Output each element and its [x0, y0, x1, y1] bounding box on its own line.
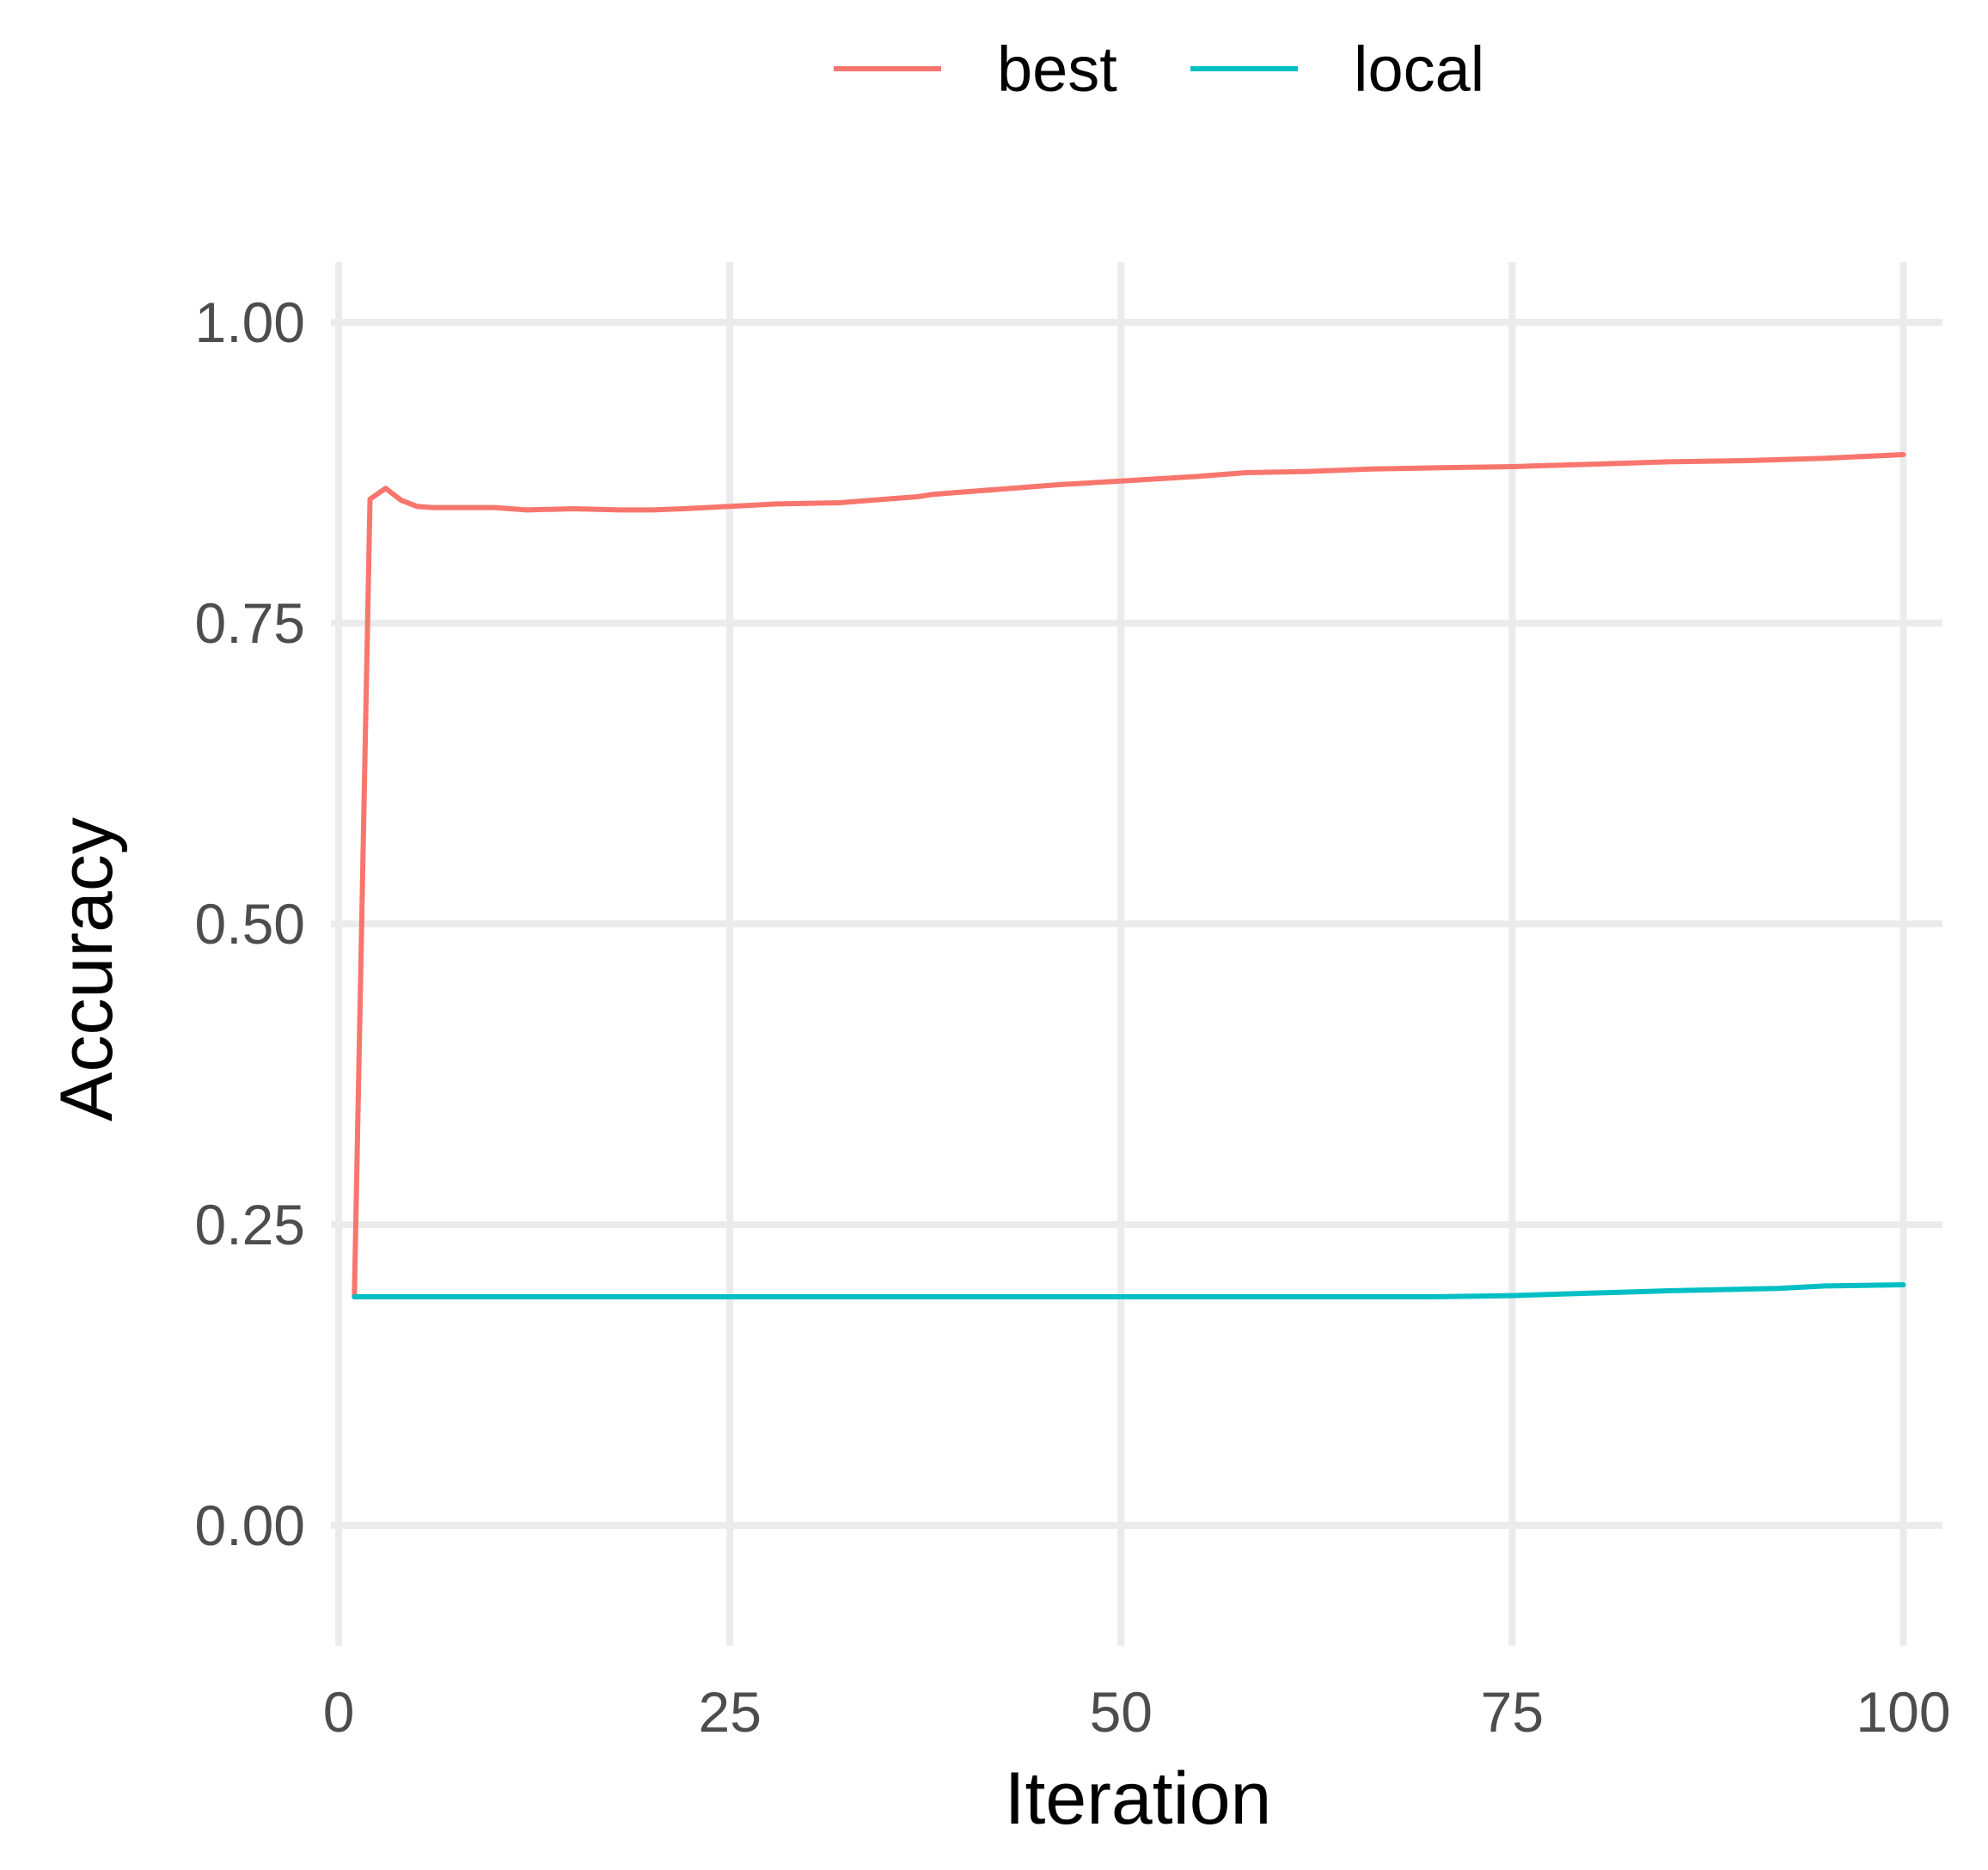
- y-tick-label: 0.00: [195, 1494, 305, 1557]
- x-tick-label: 50: [1090, 1680, 1153, 1744]
- x-tick-label: 0: [323, 1680, 355, 1744]
- legend-label-local: local: [1354, 34, 1484, 105]
- legend: best local: [834, 34, 1484, 105]
- series-line-local: [352, 1282, 1906, 1299]
- y-tick-label: 0.50: [195, 892, 305, 956]
- series-lines: [352, 452, 1906, 1299]
- y-tick-label: 1.00: [195, 290, 305, 354]
- tick-labels: 0.00 0.25 0.50 0.75 1.00 0 25 50 75 100: [195, 290, 1951, 1744]
- y-tick-label: 0.75: [195, 591, 305, 655]
- y-tick-label: 0.25: [195, 1193, 305, 1256]
- gridlines: [331, 262, 1942, 1646]
- x-axis-title: Iteration: [1005, 1757, 1272, 1840]
- x-tick-label: 25: [698, 1680, 761, 1744]
- series-line-best: [352, 452, 1906, 1299]
- x-tick-label: 100: [1856, 1680, 1950, 1744]
- y-axis-title: Accuracy: [46, 817, 128, 1121]
- legend-label-best: best: [997, 34, 1117, 105]
- x-tick-label: 75: [1481, 1680, 1544, 1744]
